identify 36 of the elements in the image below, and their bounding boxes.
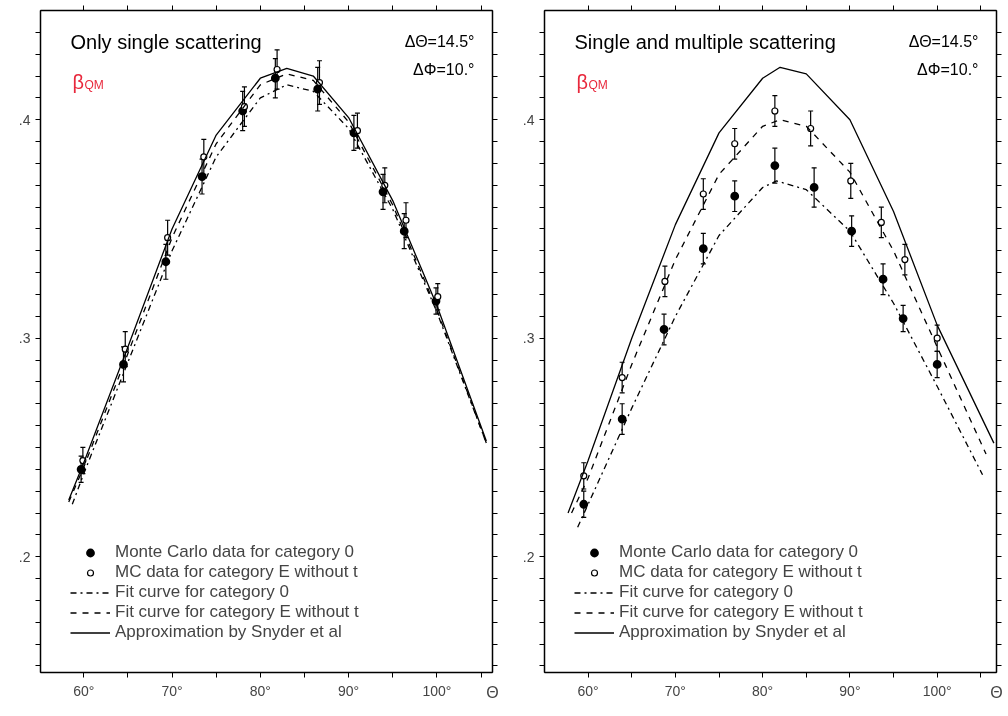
y-tick-label: .2 bbox=[18, 548, 31, 565]
legend-label: Fit curve for category E without t bbox=[619, 602, 863, 622]
x-tick-label: 60° bbox=[73, 682, 95, 699]
annotation: ΔΦ=10.° bbox=[413, 60, 475, 78]
x-axis-title: Θ bbox=[990, 683, 1003, 701]
legend-label: Fit curve for category 0 bbox=[619, 582, 793, 602]
text: Single and multiple scattering bbox=[574, 30, 836, 53]
x-tick-label: 80° bbox=[752, 682, 774, 699]
annotation: ΔΦ=10.° bbox=[917, 60, 979, 78]
annotation: ΔΘ=14.5° bbox=[404, 32, 475, 50]
x-tick-label: 90° bbox=[839, 682, 861, 699]
annotation: ΔΘ=14.5° bbox=[908, 32, 979, 50]
legend-label: Monte Carlo data for category 0 bbox=[619, 542, 859, 562]
x-tick-label: 70° bbox=[664, 682, 686, 699]
legend-label: Approximation by Snyder et al bbox=[115, 622, 342, 642]
legend-label: Monte Carlo data for category 0 bbox=[115, 542, 355, 562]
legend-label: MC data for category E without t bbox=[619, 562, 862, 582]
y-tick-label: .2 bbox=[522, 548, 535, 565]
legend-label: Fit curve for category E without t bbox=[115, 602, 359, 622]
legend-label: Approximation by Snyder et al bbox=[619, 622, 846, 642]
legend-label: MC data for category E without t bbox=[115, 562, 358, 582]
x-tick-label: 80° bbox=[249, 682, 271, 699]
x-tick-label: 60° bbox=[577, 682, 599, 699]
y-tick-label: .3 bbox=[18, 330, 31, 347]
x-tick-label: 100° bbox=[922, 682, 952, 699]
y-tick-label: .3 bbox=[522, 330, 535, 347]
x-tick-label: 90° bbox=[338, 682, 360, 699]
x-tick-label: 70° bbox=[161, 682, 183, 699]
y-tick-label: .4 bbox=[522, 111, 535, 128]
legend-label: Fit curve for category 0 bbox=[115, 582, 289, 602]
annotation: βQM bbox=[72, 70, 104, 93]
annotation: βQM bbox=[576, 70, 608, 93]
y-tick-label: .4 bbox=[18, 111, 31, 128]
x-tick-label: 100° bbox=[422, 682, 452, 699]
x-axis-title: Θ bbox=[486, 683, 499, 701]
text: Only single scattering bbox=[70, 30, 262, 53]
